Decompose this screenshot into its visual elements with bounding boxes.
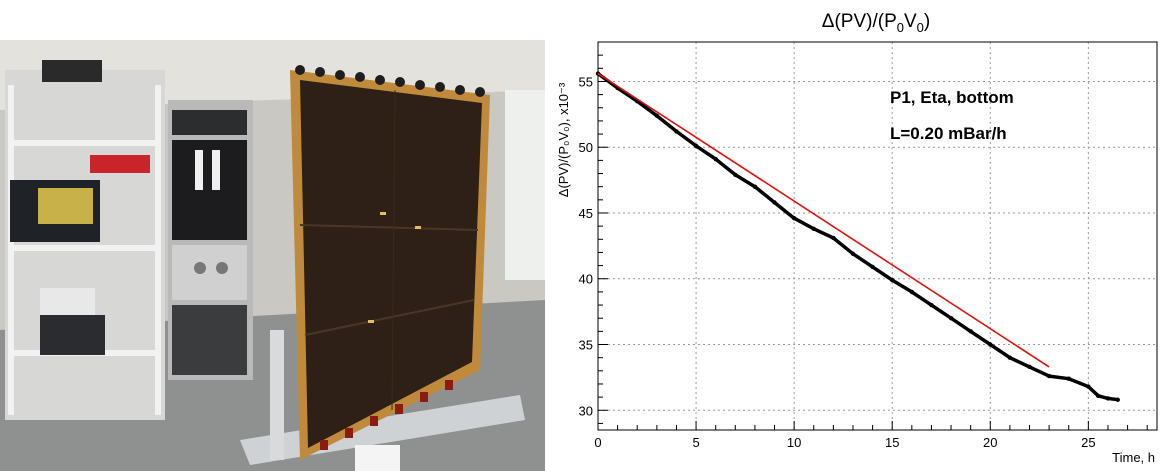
detector-chamber [290, 65, 490, 460]
x-tick-label: 5 [692, 435, 699, 450]
x-tick-label: 0 [594, 435, 601, 450]
data-point [811, 226, 816, 231]
data-point [988, 342, 993, 347]
chart-title-end: ) [924, 11, 930, 32]
y-axis-label: Δ(PV)/(P₀V₀), x10⁻³ [556, 82, 571, 197]
data-point [968, 329, 973, 334]
chart-title-main: Δ(PV)/(P [822, 11, 897, 32]
data-point [1007, 355, 1013, 360]
data-point [1115, 397, 1120, 402]
data-point [890, 277, 895, 283]
y-tick-label: 40 [579, 272, 593, 287]
data-point [733, 172, 738, 178]
data-point [850, 251, 856, 256]
lab-photo [0, 0, 545, 471]
data-point [1066, 376, 1071, 381]
data-series-line [596, 72, 1119, 402]
y-tick-label: 45 [579, 206, 593, 221]
data-point [831, 235, 836, 241]
y-tick-label: 35 [579, 338, 593, 353]
data-point [693, 143, 699, 149]
data-point [713, 156, 718, 162]
axis-ticks: 0 5 10 15 20 25 30 35 40 45 50 55 [579, 41, 1148, 450]
data-point [1046, 373, 1052, 379]
x-axis-label: Time, h [1112, 450, 1155, 465]
x-tick-label: 15 [885, 435, 899, 450]
annotation-leak-rate: L=0.20 mBar/h [890, 124, 1007, 143]
chart-title-sub1: 0 [897, 20, 904, 35]
data-point [1095, 393, 1101, 399]
data-point [752, 184, 758, 189]
y-tick-label: 30 [579, 403, 593, 418]
data-point [1086, 384, 1091, 389]
series [595, 71, 1120, 402]
x-tick-label: 25 [1081, 435, 1095, 450]
gas-rack [168, 100, 253, 380]
plot-frame [597, 41, 1158, 431]
x-tick-label: 10 [787, 435, 801, 450]
grid [597, 42, 1157, 430]
data-point [929, 302, 934, 308]
data-point [674, 129, 679, 134]
data-point [654, 113, 660, 118]
data-point [1027, 364, 1032, 370]
data-point [772, 200, 777, 205]
y-tick-label: 50 [579, 140, 593, 155]
annotation-run: P1, Eta, bottom [890, 88, 1014, 107]
chart-title-mid: V [904, 11, 917, 32]
shelf-unit [5, 60, 165, 420]
fit-line [597, 72, 1050, 368]
data-point [870, 264, 875, 270]
data-point [1105, 396, 1111, 401]
chart-title-sub2: 0 [917, 20, 924, 35]
chart-title: Δ(PV)/(P0V0) [822, 11, 930, 35]
y-tick-label: 55 [579, 74, 593, 89]
x-tick-label: 20 [983, 435, 997, 450]
data-point [948, 316, 954, 321]
data-point [909, 289, 915, 295]
data-point [791, 216, 797, 221]
